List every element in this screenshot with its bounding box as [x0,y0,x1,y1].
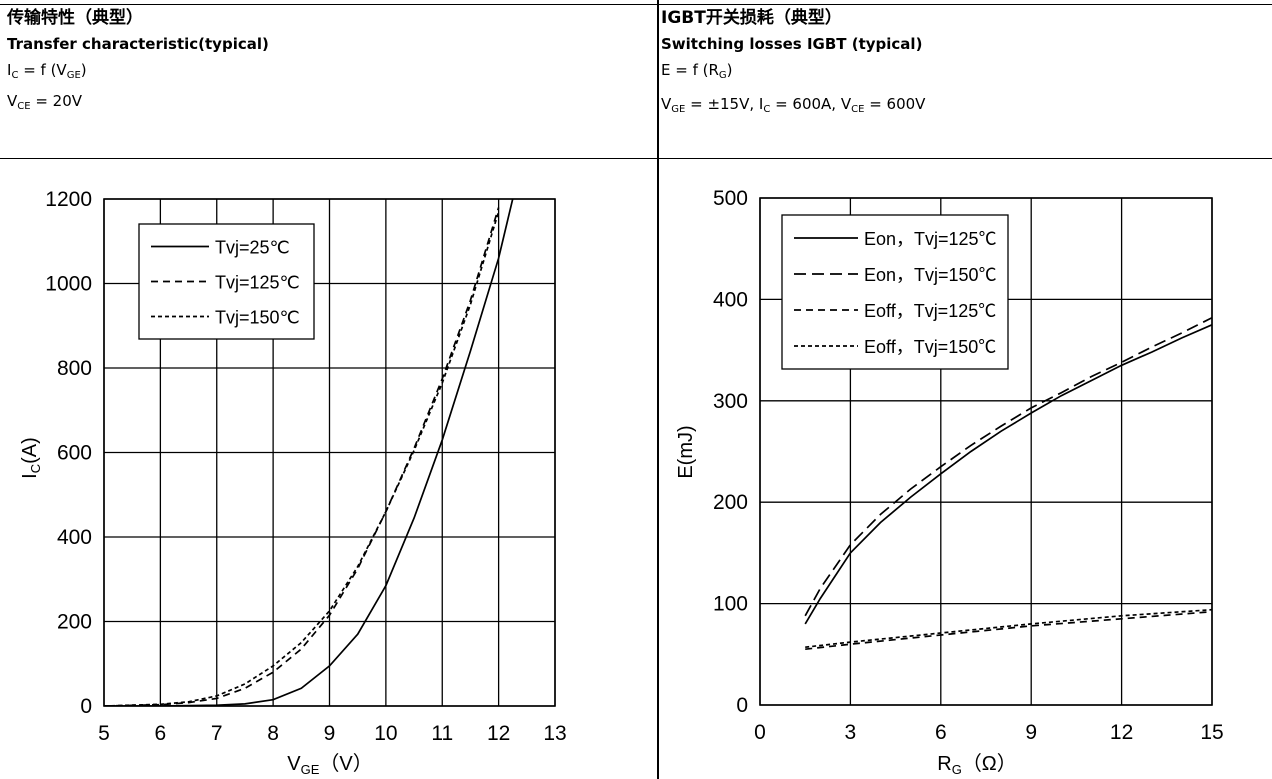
left-title-en: Transfer characteristic(typical) [7,35,269,53]
right-title-cn: IGBT开关损耗（典型） [661,8,842,28]
x-axis-label-main: R [937,753,951,775]
y-tick-label: 400 [713,288,748,311]
legend-label: Tvj=150℃ [215,308,300,328]
x-tick-label: 15 [1200,721,1223,744]
x-axis-label-main: V [287,753,301,775]
x-tick-label: 10 [374,722,397,745]
x-tick-label: 6 [155,722,167,745]
x-tick-label: 13 [543,722,566,745]
right-title-en: Switching losses IGBT (typical) [661,35,923,53]
x-tick-label: 3 [845,721,857,744]
series-line [804,324,1212,625]
legend-label: Eoff，Tvj=125℃ [864,301,996,321]
x-tick-label: 12 [487,722,510,745]
y-tick-label: 800 [57,357,92,380]
header-separator [0,158,1272,159]
legend-label: Eon，Tvj=150℃ [864,265,997,285]
legend-box [781,214,1009,370]
series-line [804,316,1212,617]
y-tick-label: 100 [713,593,748,616]
x-tick-label: 9 [324,722,336,745]
series-line [805,610,1212,651]
y-axis-label-sub: C [28,464,43,473]
series-line [104,199,514,706]
transfer-characteristic-chart: 5 6 7 8 9 10 11 12 13 0 200 400 600 800 1000 1200 Tvj=25… [19,188,567,777]
y-tick-label: 600 [57,442,92,465]
switching-losses-chart: 0 3 6 9 12 15 0 100 200 300 400 500 Eon，Tvj=125℃ Eon，… [675,187,1224,777]
x-tick-label: 5 [98,722,110,745]
legend-label: Tvj=25℃ [215,238,290,258]
legend-label: Eoff，Tvj=150℃ [864,337,996,357]
y-tick-label: 1000 [45,273,92,296]
series-line [104,211,500,706]
x-tick-label: 12 [1110,721,1133,744]
right-header: IGBT开关损耗（典型） Switching losses IGBT (typi… [661,0,1271,120]
y-axis-label: E(mJ) [675,425,697,478]
y-tick-label: 0 [736,694,748,717]
x-axis-label-sub: GE [301,762,320,777]
x-axis-label: VGE（V） [287,752,372,777]
y-tick-label: 400 [57,526,92,549]
x-axis-label-sub: G [952,762,962,777]
right-condition: VGE = ±15V, IC = 600A, VCE = 600V [661,95,926,115]
right-formula: E = f (RG) [661,61,733,81]
x-tick-label: 6 [935,721,947,744]
y-axis-label: IC(A) [19,437,43,479]
y-axis-label-main: I [19,473,41,479]
x-tick-label: 11 [431,722,453,745]
x-tick-label: 0 [754,721,766,744]
x-tick-label: 8 [267,722,279,745]
x-tick-label: 9 [1025,721,1037,744]
left-formula: IC = f (VGE) [7,61,87,81]
y-tick-label: 500 [713,187,748,210]
legend-label: Tvj=125℃ [215,273,300,293]
left-title-cn: 传输特性（典型） [7,8,143,28]
left-condition: VCE = 20V [7,92,83,112]
y-tick-label: 0 [80,695,92,718]
top-border [0,4,1272,5]
y-tick-label: 200 [713,491,748,514]
left-header: 传输特性（典型） Transfer characteristic(typical… [7,0,647,117]
y-axis-label-unit: (A) [19,437,41,464]
center-divider [657,0,659,779]
y-tick-label: 1200 [45,188,92,211]
x-axis-label: RG（Ω） [937,752,1017,777]
plot-frame [759,197,1213,706]
y-tick-label: 300 [713,390,748,413]
legend-label: Eon，Tvj=125℃ [864,229,997,249]
plot-frame [103,198,556,707]
y-tick-label: 200 [57,611,92,634]
x-axis-label-unit: （V） [319,752,372,775]
series-line [104,207,500,706]
x-axis-label-unit: （Ω） [962,752,1017,775]
x-tick-label: 7 [211,722,223,745]
series-line [805,608,1212,649]
